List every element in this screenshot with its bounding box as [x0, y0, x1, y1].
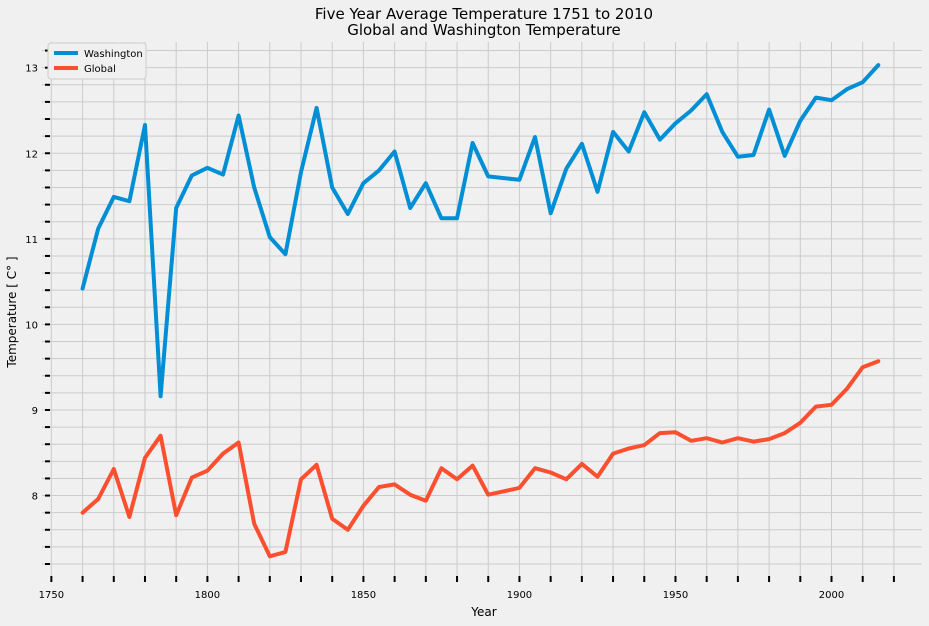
x-tick-label: 1750: [39, 590, 64, 601]
legend-entry: Global: [84, 64, 116, 75]
plot-area: 1750 1800 1850 1900 1950 2000 8 9 10 11 12 13 Washin…: [25, 42, 922, 601]
series-line-global: [80, 359, 881, 559]
x-tick-label: 1900: [507, 590, 532, 601]
y-axis-label: Temperature [ C° ]: [5, 256, 19, 368]
x-tick-label: 1950: [663, 590, 688, 601]
y-tick-label: 11: [25, 235, 38, 246]
y-tick-label: 12: [25, 149, 38, 160]
legend-entry: Washington: [84, 49, 143, 60]
x-tick-label: 1850: [351, 590, 376, 601]
chart-title: Five Year Average Temperature 1751 to 20…: [315, 5, 653, 23]
x-tick-label: 2000: [819, 590, 844, 601]
y-tick-label: 13: [25, 64, 38, 75]
y-tick-label: 9: [32, 406, 38, 417]
x-axis-label: Year: [470, 605, 496, 619]
y-tick-label: 10: [25, 320, 38, 331]
x-tick-label: 1800: [195, 590, 220, 601]
chart-subtitle: Global and Washington Temperature: [347, 21, 621, 39]
series-line-washington: [80, 63, 881, 399]
y-tick-label: 8: [32, 492, 38, 503]
